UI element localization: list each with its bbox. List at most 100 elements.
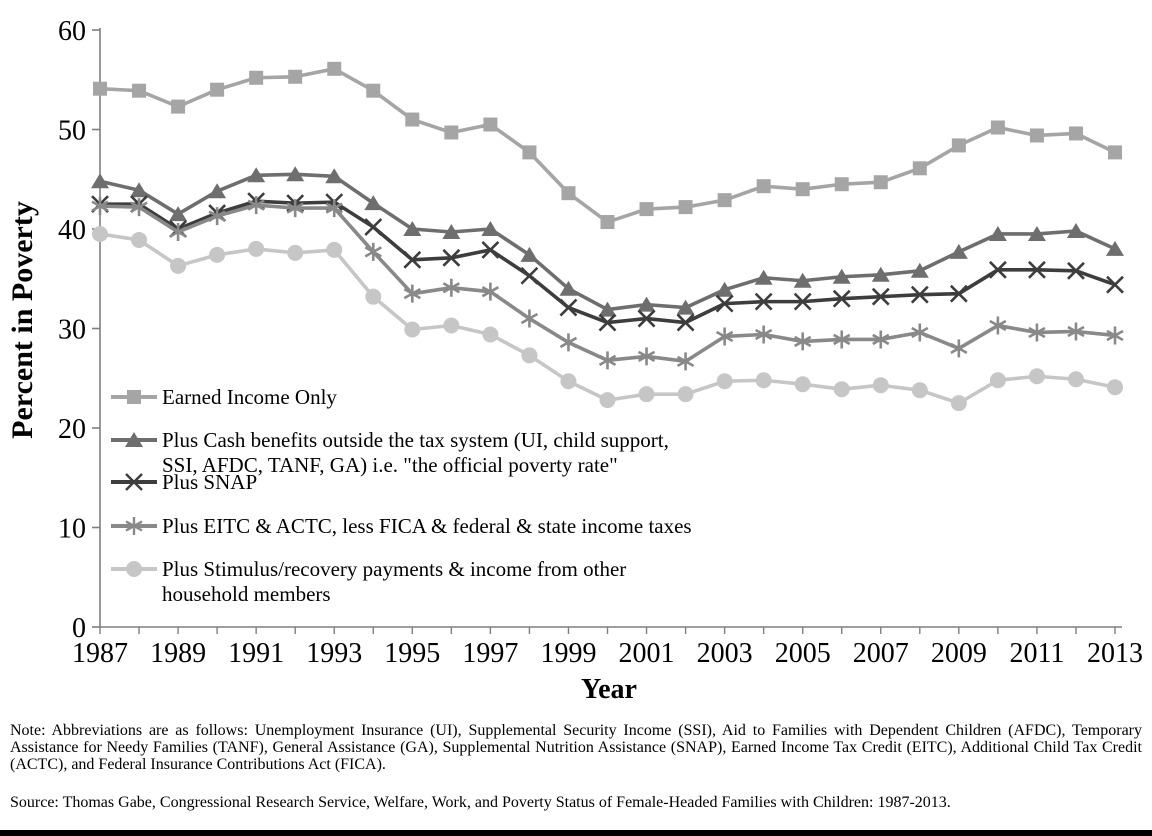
triangle-marker-icon — [637, 296, 656, 312]
note-text: Note: Abbreviations are as follows: Unem… — [10, 722, 1142, 773]
asterisk-marker-icon — [715, 327, 734, 346]
x-tick-label: 2003 — [697, 638, 753, 669]
x-marker-icon — [598, 313, 617, 332]
x-tick-label: 2011 — [1009, 638, 1064, 669]
x-marker-icon — [403, 250, 422, 269]
x-tick-label: 2009 — [931, 638, 987, 669]
asterisk-marker-icon — [598, 351, 617, 370]
circle-marker-icon — [599, 392, 616, 409]
triangle-marker-icon — [754, 269, 773, 285]
circle-marker-icon — [794, 376, 811, 393]
triangle-marker-icon — [325, 168, 344, 184]
asterisk-marker-icon — [559, 333, 578, 352]
legend-item-plus-stimulus: Plus Stimulus/recovery payments & income… — [110, 557, 626, 607]
asterisk-marker-icon — [111, 517, 157, 535]
circle-marker-icon — [755, 372, 772, 389]
y-tick-label: 60 — [58, 16, 86, 47]
x-marker-icon — [520, 266, 539, 285]
asterisk-marker-icon — [1028, 323, 1046, 342]
x-tick-label: 2013 — [1087, 638, 1143, 669]
asterisk-marker-icon — [481, 282, 500, 301]
triangle-marker-icon — [559, 280, 578, 296]
circle-marker-icon — [1107, 379, 1123, 396]
circle-marker-icon — [560, 373, 577, 390]
legend-item-official-poverty: Plus Cash benefits outside the tax syste… — [110, 428, 669, 478]
plot-svg: 0 10 20 30 40 50 60 1987 1989 1991 1993 1995 1997 199… — [58, 16, 1143, 669]
legend-item-earned-income: Earned Income Only — [110, 385, 337, 410]
square-marker-icon — [1068, 126, 1083, 141]
y-tick-label: 0 — [72, 613, 86, 644]
x-marker-icon — [715, 294, 734, 313]
triangle-marker-icon — [910, 262, 929, 278]
square-marker-icon — [639, 202, 654, 217]
circle-marker-icon — [209, 246, 226, 263]
square-marker-icon — [561, 186, 576, 201]
asterisk-marker-icon — [833, 330, 851, 349]
square-marker-icon — [795, 182, 810, 197]
legend-item-plus-eitc: Plus EITC & ACTC, less FICA & federal & … — [110, 514, 692, 539]
circle-marker-icon — [326, 241, 343, 258]
square-marker-icon — [444, 125, 459, 140]
circle-marker-icon — [131, 231, 148, 248]
circle-marker-icon — [287, 244, 304, 261]
x-tick-label: 2007 — [853, 638, 909, 669]
circle-marker-icon — [950, 395, 967, 412]
legend-label: Plus EITC & ACTC, less FICA & federal & … — [162, 514, 692, 538]
x-marker-icon — [442, 248, 461, 267]
circle-marker-icon — [404, 321, 421, 338]
circle-marker-icon — [1067, 371, 1084, 388]
y-tick-label: 20 — [58, 414, 86, 445]
triangle-marker-icon — [715, 281, 734, 297]
triangle-marker-icon — [111, 432, 157, 447]
asterisk-marker-icon — [911, 323, 929, 342]
circle-marker-icon — [443, 317, 460, 334]
triangle-marker-icon — [598, 301, 617, 317]
circle-marker-icon — [989, 372, 1006, 389]
triangle-marker-icon — [676, 299, 695, 315]
legend-item-plus-snap: Plus SNAP — [110, 470, 257, 495]
triangle-marker-icon — [1066, 222, 1085, 238]
triangle-marker-icon — [403, 221, 422, 236]
x-tick-label: 1987 — [72, 638, 128, 669]
square-marker-icon — [210, 82, 225, 97]
asterisk-marker-icon — [286, 199, 304, 218]
triangle-marker-icon — [793, 272, 812, 288]
square-marker-icon — [912, 161, 927, 176]
x-marker-icon — [481, 240, 500, 259]
asterisk-marker-icon — [676, 352, 695, 371]
asterisk-marker-icon — [637, 347, 656, 366]
square-marker-icon — [522, 145, 537, 160]
x-tick-label: 1997 — [462, 638, 518, 669]
square-marker-icon — [249, 70, 264, 85]
triangle-marker-icon — [169, 206, 188, 222]
triangle-marker-icon — [130, 182, 149, 198]
y-tick-label: 10 — [58, 514, 86, 545]
square-marker-icon — [483, 117, 498, 132]
square-marker-icon — [132, 83, 147, 98]
x-tick-label: 1991 — [228, 638, 284, 669]
circle-marker-icon — [521, 347, 538, 364]
asterisk-marker-icon — [442, 278, 460, 297]
circle-marker-icon — [365, 288, 382, 305]
asterisk-marker-icon — [325, 199, 343, 218]
asterisk-marker-icon — [989, 316, 1007, 335]
x-marker-icon — [1106, 275, 1124, 294]
circle-marker-icon — [92, 225, 108, 242]
circle-marker-icon — [638, 386, 655, 403]
asterisk-marker-icon — [1106, 326, 1124, 345]
asterisk-marker-icon — [169, 222, 187, 241]
triangle-marker-icon — [91, 173, 109, 189]
x-marker-icon — [793, 292, 812, 311]
circle-marker-icon — [833, 381, 850, 398]
x-marker-icon — [559, 298, 578, 317]
square-marker-icon — [1029, 128, 1044, 143]
circle-marker-icon — [1028, 368, 1045, 385]
asterisk-marker-icon — [208, 207, 226, 226]
square-marker-icon — [600, 215, 615, 230]
source-text: Source: Thomas Gabe, Congressional Resea… — [10, 794, 951, 811]
series-line — [99, 232, 1116, 405]
x-tick-label: 2001 — [619, 638, 675, 669]
square-marker-icon — [990, 120, 1005, 135]
triangle-marker-icon — [286, 166, 305, 182]
square-marker-icon — [111, 390, 157, 404]
